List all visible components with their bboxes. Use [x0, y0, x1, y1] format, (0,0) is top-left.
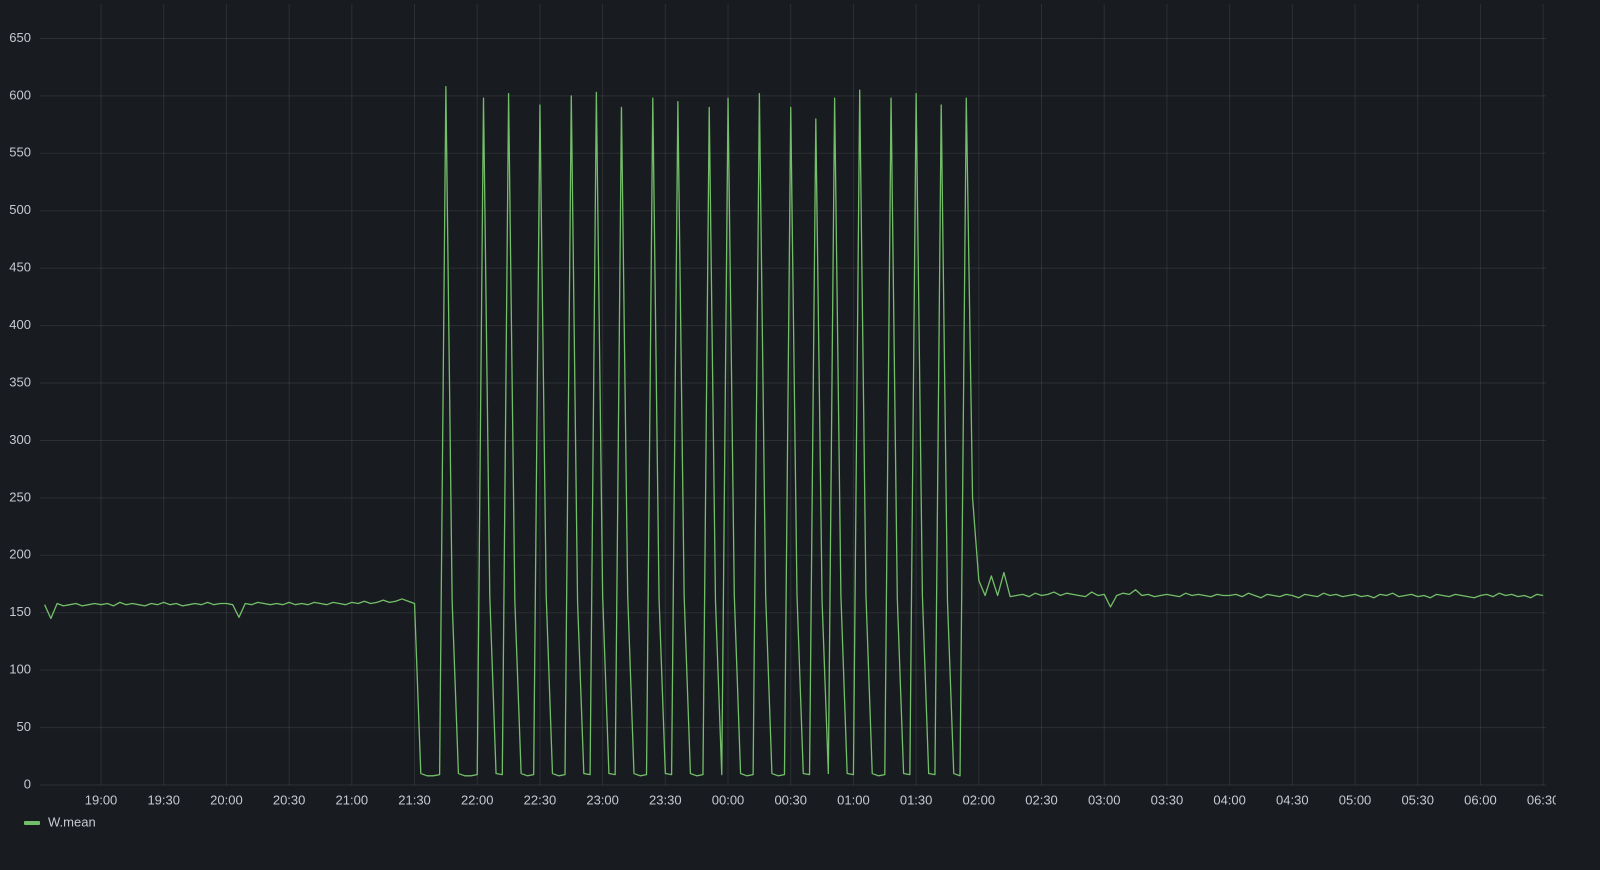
y-tick-label: 150	[9, 604, 31, 619]
y-tick-label: 600	[9, 87, 31, 102]
x-tick-label: 06:00	[1464, 792, 1497, 807]
y-tick-label: 50	[17, 719, 31, 734]
y-tick-label: 650	[9, 30, 31, 45]
plot	[44, 86, 1544, 777]
x-tick-label: 01:30	[900, 792, 933, 807]
legend-swatch[interactable]	[24, 821, 40, 825]
x-tick-label: 00:00	[712, 792, 745, 807]
y-tick-label: 250	[9, 489, 31, 504]
x-tick-label: 20:30	[273, 792, 306, 807]
x-tick-label: 00:30	[774, 792, 807, 807]
y-tick-label: 550	[9, 145, 31, 160]
y-tick-label: 500	[9, 202, 31, 217]
y-tick-label: 450	[9, 260, 31, 275]
grid	[40, 4, 1546, 786]
x-tick-label: 22:00	[461, 792, 494, 807]
x-tick-label: 05:30	[1401, 792, 1434, 807]
x-tick-label: 22:30	[524, 792, 557, 807]
data-line	[44, 86, 1544, 777]
axis-labels: 0 50 100 150 200 250 300 350 400 450 500 550 600 650 1…	[9, 30, 1560, 808]
x-tick-label: 03:30	[1151, 792, 1184, 807]
x-tick-label: 02:00	[963, 792, 996, 807]
x-tick-label: 06:30	[1527, 792, 1560, 807]
legend-label[interactable]: W.mean	[48, 814, 96, 829]
y-tick-label: 0	[24, 776, 31, 791]
legend[interactable]: W.mean	[24, 814, 96, 829]
x-tick-label: 23:00	[586, 792, 619, 807]
x-tick-label: 04:00	[1213, 792, 1246, 807]
x-tick-label: 02:30	[1025, 792, 1058, 807]
y-tick-label: 400	[9, 317, 31, 332]
y-tick-label: 350	[9, 374, 31, 389]
x-tick-label: 04:30	[1276, 792, 1309, 807]
y-tick-label: 100	[9, 662, 31, 677]
x-tick-label: 19:00	[85, 792, 118, 807]
x-tick-label: 21:00	[336, 792, 369, 807]
x-tick-label: 19:30	[147, 792, 180, 807]
y-tick-label: 200	[9, 547, 31, 562]
x-tick-label: 23:30	[649, 792, 682, 807]
x-tick-label: 01:00	[837, 792, 870, 807]
x-tick-label: 03:00	[1088, 792, 1121, 807]
x-tick-label: 05:00	[1339, 792, 1372, 807]
x-tick-label: 20:00	[210, 792, 243, 807]
x-tick-label: 21:30	[398, 792, 431, 807]
y-tick-label: 300	[9, 432, 31, 447]
